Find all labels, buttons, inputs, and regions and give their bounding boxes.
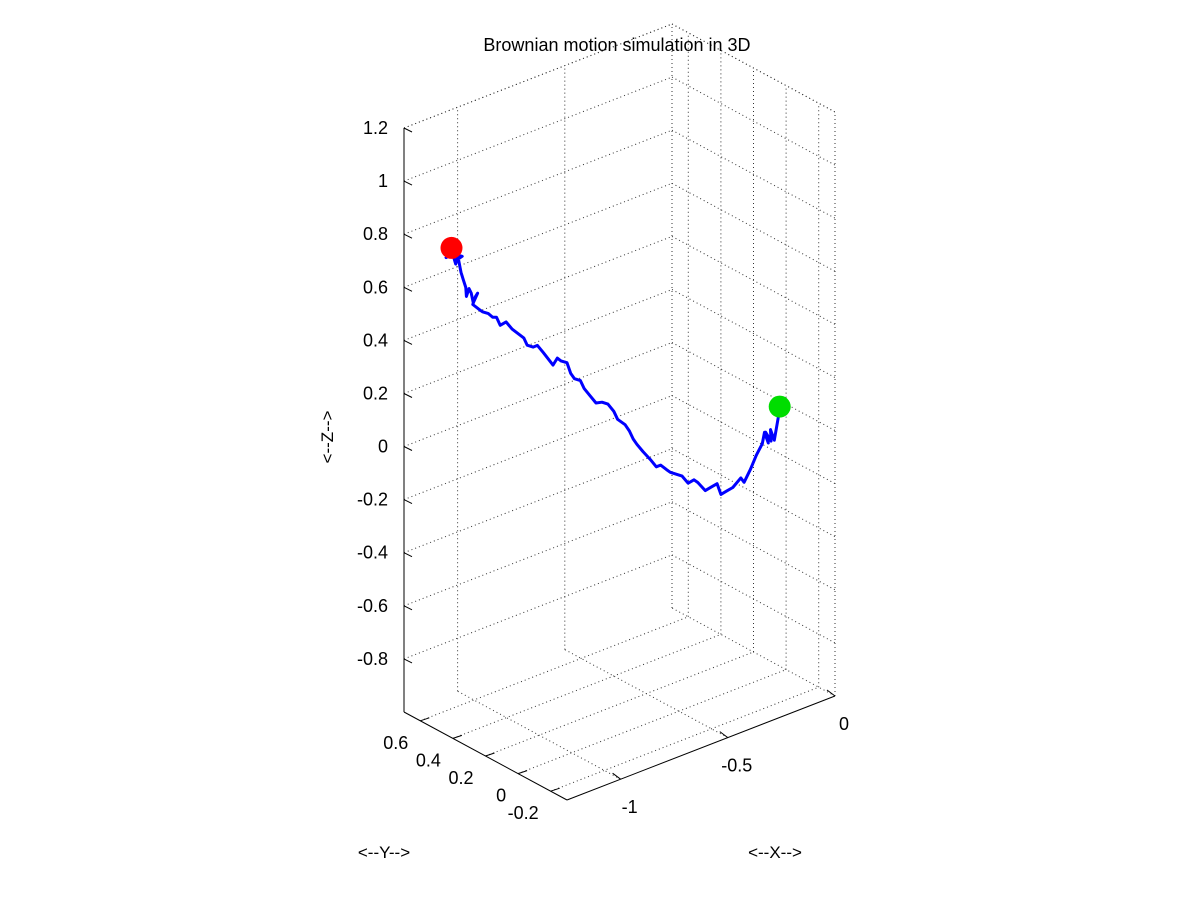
x-axis-line <box>566 695 836 801</box>
z-grid-line <box>403 182 673 288</box>
z-tick-mark <box>403 605 413 611</box>
start-point-marker <box>768 395 791 418</box>
x-tick-mark <box>612 772 621 780</box>
z-grid-line <box>403 129 673 235</box>
x-tick-label: 0 <box>839 714 849 734</box>
axes <box>403 127 836 801</box>
x-tick-mark <box>719 731 729 738</box>
y-tick-mark <box>452 734 463 739</box>
brownian-path-line <box>444 246 782 496</box>
z-grid-line <box>671 129 836 219</box>
z-grid-line <box>671 448 836 538</box>
y-tick-mark <box>420 717 430 722</box>
z-grid-line <box>671 235 836 325</box>
y-tick-label: -0.2 <box>508 803 539 823</box>
y-grid-line <box>420 616 689 722</box>
z-tick-label: -0.8 <box>357 649 388 669</box>
chart-title: Brownian motion simulation in 3D <box>483 35 750 55</box>
z-tick-mark <box>403 127 413 133</box>
tick-labels: -0.8-0.6-0.4-0.200.20.40.60.811.2-1-0.50… <box>357 118 849 823</box>
end-point-marker <box>440 236 463 259</box>
y-tick-label: 0.6 <box>383 733 408 753</box>
z-grid-line <box>403 289 673 394</box>
z-grid-line <box>403 76 673 182</box>
y-axis-label: <--Y--> <box>358 843 410 862</box>
z-tick-label: 0.8 <box>363 224 388 244</box>
z-tick-label: 0 <box>378 437 388 457</box>
z-tick-mark <box>403 233 413 239</box>
y-tick-label: 0 <box>496 786 506 806</box>
z-grid-line <box>403 395 673 501</box>
x-grid-line <box>457 690 621 780</box>
z-tick-label: 0.2 <box>363 384 388 404</box>
z-tick-label: 0.4 <box>363 330 388 350</box>
z-grid-line <box>403 342 673 447</box>
y-tick-mark <box>517 770 528 775</box>
z-tick-label: -0.6 <box>357 596 388 616</box>
y-grid-line <box>452 633 722 739</box>
z-grid-line <box>671 501 836 591</box>
y-grid-line <box>550 686 819 792</box>
z-grid-line <box>403 448 673 554</box>
z-tick-label: 1.2 <box>363 118 388 138</box>
z-tick-mark <box>403 552 413 558</box>
z-tick-mark <box>403 339 413 345</box>
z-tick-mark <box>403 286 413 292</box>
z-grid-line <box>671 289 836 378</box>
z-axis-label: <--Z--> <box>318 410 337 463</box>
z-grid-line <box>403 501 673 607</box>
z-tick-label: 1 <box>378 171 388 191</box>
y-tick-mark <box>550 787 560 792</box>
z-tick-label: -0.4 <box>357 543 388 563</box>
z-tick-mark <box>403 393 413 398</box>
z-grid-line <box>671 554 836 644</box>
z-tick-label: -0.2 <box>357 490 388 510</box>
z-tick-label: 0.6 <box>363 277 388 297</box>
y-grid-line <box>485 651 754 757</box>
x-tick-mark <box>826 689 836 697</box>
z-tick-mark <box>403 499 413 505</box>
y-tick-label: 0.4 <box>416 750 441 770</box>
z-grid-line <box>671 342 836 431</box>
z-grid-line <box>671 23 836 113</box>
grid-lines <box>403 23 836 792</box>
y-tick-label: 0.2 <box>448 768 473 788</box>
x-tick-label: -0.5 <box>721 756 752 776</box>
z-tick-mark <box>403 180 413 186</box>
x-tick-label: -1 <box>622 797 638 817</box>
z-grid-line <box>403 554 673 660</box>
z-grid-line <box>671 76 836 166</box>
x-axis-label: <--X--> <box>748 843 802 862</box>
z-tick-mark <box>403 446 413 451</box>
z-tick-mark <box>403 658 413 664</box>
y-tick-mark <box>485 752 495 757</box>
